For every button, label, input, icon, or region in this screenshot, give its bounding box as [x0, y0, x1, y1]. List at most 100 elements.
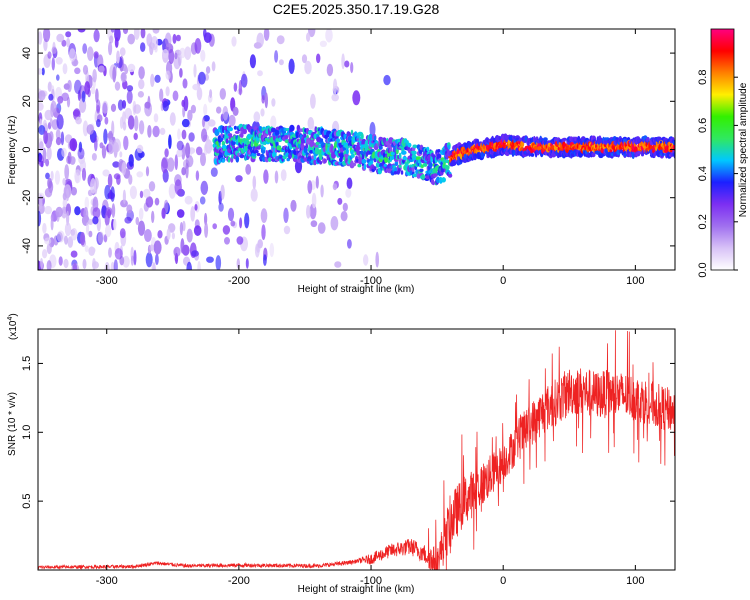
spectrogram-speckle [116, 50, 120, 64]
spectrogram-ridge-cell [426, 146, 430, 152]
colorbar-tick-label: 0.8 [697, 70, 709, 85]
spectrogram-speckle [249, 54, 256, 69]
spectrogram-speckle [112, 161, 120, 168]
spectrogram-speckle [80, 232, 86, 246]
spectrogram-speckle [92, 258, 96, 270]
spectrogram-speckle [159, 127, 166, 135]
snr-series-line [38, 330, 675, 570]
spectrogram-speckle [74, 169, 82, 184]
spectrogram-speckle [91, 153, 97, 161]
spectrogram-speckle [42, 222, 47, 234]
spectrogram-speckle [124, 216, 132, 224]
spectrogram-speckle [175, 34, 181, 42]
spectrogram-speckle [186, 228, 193, 243]
spectrogram-speckle [184, 46, 192, 60]
spectrogram-speckle [174, 52, 178, 60]
spectrogram-speckle [331, 93, 340, 102]
snr-x-label: Height of straight line (km) [298, 584, 415, 595]
spectrogram-speckle [200, 49, 206, 62]
spectrogram-ridge-cell [591, 152, 596, 158]
spectrogram-speckle [61, 147, 67, 158]
spectrogram-speckle [340, 211, 348, 222]
spectrogram-speckle [179, 222, 183, 236]
spectrogram-ridge-cell [267, 138, 271, 143]
spectrogram-speckle [153, 240, 162, 255]
spectrogram-speckle [325, 29, 333, 43]
spectrogram-speckle [61, 39, 67, 47]
spectrogram-speckle [96, 99, 101, 112]
spectrogram-speckle [222, 225, 231, 235]
spectrogram-speckle [120, 72, 127, 83]
spectrogram-speckle [196, 87, 203, 101]
spectrogram-speckle [110, 103, 117, 112]
spectrogram-speckle [274, 50, 279, 63]
spectrogram-ridge-cell [214, 129, 220, 136]
spectrogram-speckle [306, 32, 311, 42]
spectrogram-speckle [174, 154, 178, 171]
y-tick-label: 40 [21, 47, 33, 59]
spectrogram-speckle [181, 129, 187, 140]
spectrogram-speckle [172, 90, 179, 102]
spectrogram-image [38, 29, 675, 270]
spectrogram-speckle [93, 51, 99, 59]
colorbar-label: Normalized spectral amplitude [738, 82, 749, 217]
spectrogram-speckle [140, 42, 146, 52]
spectrogram-speckle [375, 251, 380, 268]
spectrogram-speckle [152, 29, 160, 34]
spectrogram-speckle [206, 256, 214, 263]
spectrogram-speckle [46, 146, 52, 160]
spectrogram-speckle [235, 175, 243, 183]
spectrogram-speckle [60, 131, 65, 146]
spectrogram-speckle [144, 101, 151, 109]
spectrogram-ridge-cell [398, 152, 402, 160]
spectrogram-speckle [70, 228, 78, 241]
spectrogram-speckle [230, 220, 236, 227]
spectrogram-speckle [276, 35, 285, 45]
spectrogram-speckle [194, 38, 202, 54]
spectrogram-speckle [69, 138, 78, 152]
spectrogram-ridge-cell [530, 153, 535, 157]
spectrogram-ridge-cell [305, 143, 309, 149]
spectrogram-ridge-cell [411, 150, 417, 156]
spectrogram-speckle [38, 154, 44, 167]
spectrogram-speckle [263, 29, 270, 41]
spectrogram-ridge-cell [394, 167, 397, 172]
spectrogram-speckle [113, 259, 118, 270]
spectrogram-speckle [83, 206, 89, 223]
spectrogram-ridge-cell [270, 127, 276, 133]
spectrogram-speckle [197, 261, 201, 270]
spectrogram-speckle [48, 93, 54, 101]
spectrogram-speckle [193, 225, 202, 237]
spectrogram-speckle [172, 33, 177, 44]
spectrogram-speckle [44, 205, 52, 215]
y-tick-label: 0.5 [21, 493, 33, 508]
spectrogram-speckle [58, 256, 63, 266]
spectrogram-speckle [42, 249, 48, 259]
spectrogram-ridge-cell [384, 156, 389, 164]
spectrogram-speckle [66, 210, 70, 226]
spectrogram-speckle [64, 164, 70, 180]
spectrogram-ridge-cell [345, 148, 349, 155]
spectrogram-speckle [119, 47, 126, 57]
spectrogram-speckle [102, 169, 110, 177]
spectrogram-speckle [104, 116, 109, 125]
spectrogram-speckle [108, 41, 113, 56]
spectrogram-speckle [110, 261, 115, 270]
spectrogram-speckle [199, 196, 206, 205]
spectrogram-speckle [116, 174, 121, 185]
spectrogram-ridge-cell [336, 138, 340, 143]
spectrogram-speckle [46, 260, 52, 270]
spectrogram-ridge-cell [228, 127, 233, 132]
spectrogram-speckle [345, 188, 352, 198]
spectrogram-speckle [113, 142, 119, 154]
spectrogram-speckle [61, 92, 69, 102]
spectrogram-speckle [264, 92, 268, 109]
spectrogram-speckle [87, 46, 94, 61]
spectrogram-speckle [56, 33, 65, 43]
spectrogram-ridge-cell [442, 158, 447, 164]
snr-multiplier-exponent: 4 [7, 317, 14, 321]
spectrogram-speckle [117, 99, 124, 111]
spectrogram-speckle [181, 118, 190, 128]
spectrogram-speckle [261, 224, 266, 241]
spectrogram-speckle [168, 48, 175, 65]
